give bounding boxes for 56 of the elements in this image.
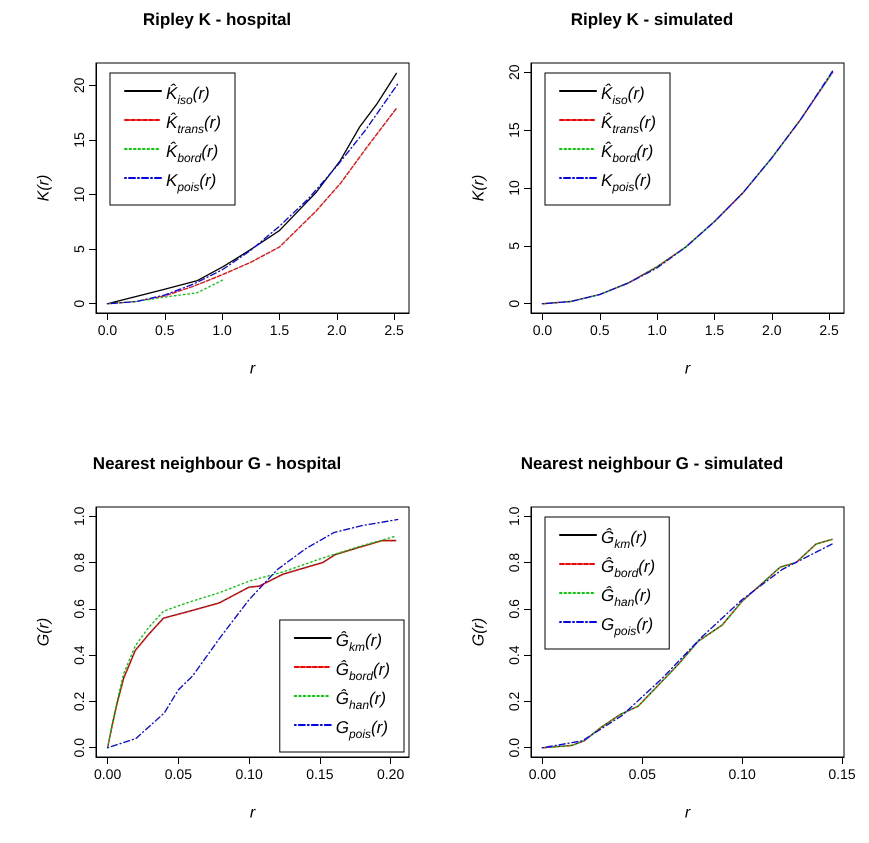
x-tick-label: 0.20 xyxy=(376,766,404,782)
x-tick-label: 0.05 xyxy=(628,766,656,782)
y-tick-label: 20 xyxy=(506,64,522,80)
y-tick-label: 0.0 xyxy=(71,738,87,758)
x-tick-label: 2.0 xyxy=(327,322,347,338)
y-tick-label: 5 xyxy=(506,242,522,250)
chart-title: Ripley K - hospital xyxy=(142,10,292,29)
y-tick-label: 0.6 xyxy=(506,598,522,619)
y-tick-label: 0.4 xyxy=(71,645,87,665)
x-tick-label: 2.5 xyxy=(819,322,840,338)
y-axis-title: K(r) xyxy=(36,174,52,202)
x-axis-title: r xyxy=(250,360,256,378)
y-tick-label: 0 xyxy=(506,300,522,308)
y-tick-label: 1.0 xyxy=(506,506,522,526)
y-tick-label: 0.2 xyxy=(71,692,87,712)
x-tick-label: 1.0 xyxy=(212,322,232,338)
x-tick-label: 1.5 xyxy=(270,322,290,338)
x-axis-title: r xyxy=(250,804,256,822)
y-axis-title: G(r) xyxy=(36,618,52,646)
x-tick-label: 0.0 xyxy=(532,322,552,338)
x-tick-label: 1.0 xyxy=(647,322,668,338)
y-tick-label: 0.6 xyxy=(71,598,87,619)
y-tick-label: 15 xyxy=(71,132,87,148)
chart-title: Ripley K - simulated xyxy=(570,10,734,29)
x-tick-label: 0.00 xyxy=(94,766,122,782)
x-tick-label: 2.5 xyxy=(384,322,404,338)
y-axis-title: K(r) xyxy=(470,174,488,202)
y-tick-label: 10 xyxy=(506,180,522,196)
y-tick-label: 1.0 xyxy=(71,506,87,526)
y-tick-label: 10 xyxy=(71,186,87,202)
x-tick-label: 0.10 xyxy=(235,766,263,782)
y-tick-label: 0 xyxy=(71,300,87,308)
chart-title: Nearest neighbour G - hospital xyxy=(92,454,342,473)
y-tick-label: 0.0 xyxy=(506,738,522,758)
x-tick-label: 0.15 xyxy=(306,766,334,782)
y-tick-label: 0.2 xyxy=(506,692,522,712)
y-tick-label: 20 xyxy=(71,77,87,94)
y-tick-label: 15 xyxy=(506,122,522,138)
y-tick-label: 5 xyxy=(71,245,87,254)
x-tick-label: 0.5 xyxy=(590,322,610,338)
chart-title: Nearest neighbour G - simulated xyxy=(520,454,784,473)
x-tick-label: 1.5 xyxy=(704,322,724,338)
y-tick-label: 0.8 xyxy=(506,552,522,572)
x-tick-label: 0.00 xyxy=(528,766,556,782)
x-tick-label: 0.5 xyxy=(155,322,175,338)
line-series xyxy=(106,279,224,304)
y-tick-label: 0.8 xyxy=(71,552,87,572)
y-axis-title: G(r) xyxy=(470,618,488,646)
x-tick-label: 2.0 xyxy=(762,322,782,338)
x-tick-label: 0.15 xyxy=(828,766,856,782)
x-axis-title: r xyxy=(684,360,691,378)
x-axis-title: r xyxy=(684,804,691,822)
y-tick-label: 0.4 xyxy=(506,645,522,665)
x-tick-label: 0.05 xyxy=(164,766,192,782)
x-tick-label: 0.10 xyxy=(728,766,756,782)
x-tick-label: 0.0 xyxy=(98,322,118,338)
